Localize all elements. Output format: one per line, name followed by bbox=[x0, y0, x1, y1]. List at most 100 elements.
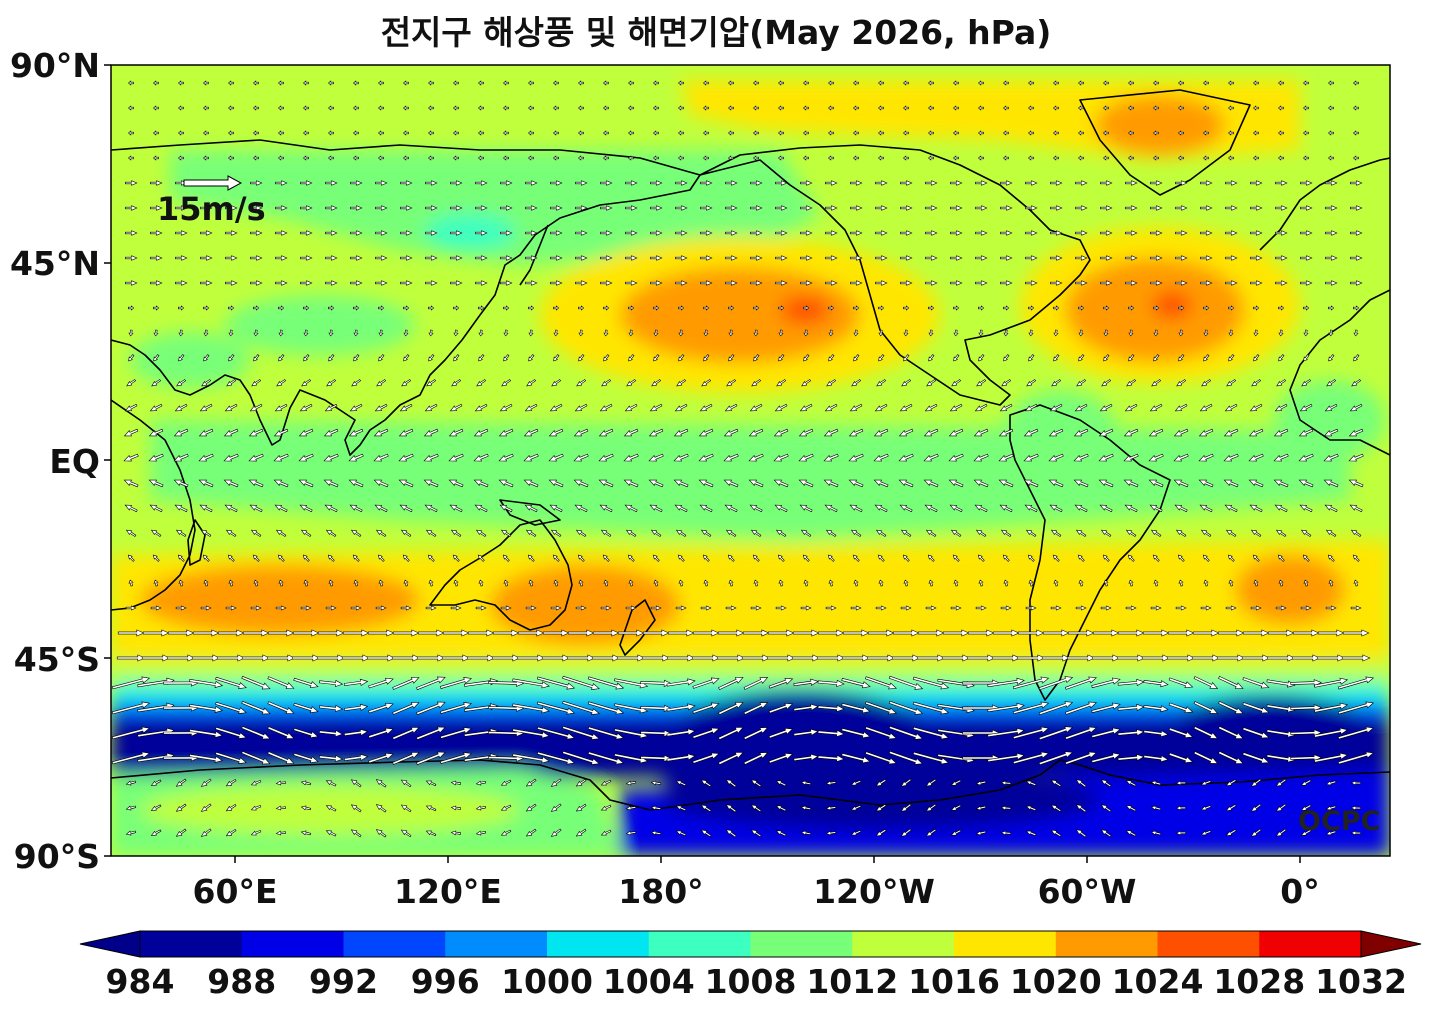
wind-arrow-icon bbox=[924, 504, 938, 513]
wind-arrow-icon bbox=[977, 554, 985, 562]
wind-arrow-icon bbox=[1225, 230, 1238, 236]
wind-arrow-icon bbox=[1166, 654, 1196, 662]
wind-arrow-icon bbox=[1128, 329, 1134, 337]
wind-arrow-icon bbox=[1168, 752, 1194, 764]
wind-arrow-icon bbox=[253, 329, 259, 337]
wind-arrow-icon bbox=[1091, 702, 1121, 714]
wind-arrow-icon bbox=[125, 205, 138, 211]
wind-arrow-icon bbox=[899, 504, 913, 513]
wind-arrow-icon bbox=[924, 180, 938, 186]
wind-arrow-icon bbox=[525, 605, 537, 611]
wind-arrow-icon bbox=[399, 180, 413, 186]
wind-arrow-icon bbox=[368, 752, 394, 764]
wind-arrow-icon bbox=[828, 579, 834, 587]
wind-arrow-icon bbox=[1278, 354, 1285, 362]
wind-arrow-icon bbox=[376, 379, 387, 387]
wind-arrow-icon bbox=[1303, 579, 1309, 587]
wind-arrow-icon bbox=[1116, 654, 1146, 662]
colorbar-tick-label: 1016 bbox=[908, 962, 1000, 1001]
wind-arrow-icon bbox=[1200, 180, 1213, 186]
wind-arrow-icon bbox=[987, 677, 1025, 688]
wind-arrow-icon bbox=[1023, 479, 1039, 488]
wind-arrow-icon bbox=[1337, 751, 1375, 765]
credit-label: OCPC bbox=[1298, 806, 1381, 837]
wind-arrow-icon bbox=[1025, 180, 1038, 186]
wind-arrow-icon bbox=[402, 554, 410, 562]
wind-arrow-icon bbox=[903, 80, 909, 86]
colorbar-under-extension bbox=[79, 930, 141, 958]
wind-arrow-icon bbox=[1250, 828, 1262, 837]
wind-arrow-icon bbox=[748, 479, 764, 488]
wind-arrow-icon bbox=[274, 230, 288, 236]
wind-arrow-icon bbox=[553, 155, 559, 161]
wind-arrow-icon bbox=[799, 230, 813, 236]
wind-arrow-icon bbox=[324, 255, 338, 261]
wind-arrow-icon bbox=[949, 504, 963, 513]
wind-arrow-icon bbox=[1123, 453, 1139, 462]
wind-arrow-icon bbox=[150, 280, 163, 286]
wind-arrow-icon bbox=[728, 80, 734, 86]
wind-arrow-icon bbox=[1300, 829, 1312, 836]
wind-arrow-icon bbox=[975, 780, 987, 786]
wind-arrow-icon bbox=[743, 752, 769, 765]
wind-arrow-icon bbox=[799, 403, 813, 412]
wind-arrow-icon bbox=[1042, 629, 1070, 637]
wind-arrow-icon bbox=[512, 703, 550, 714]
wind-arrow-icon bbox=[352, 554, 360, 562]
wind-arrow-icon bbox=[1075, 804, 1087, 813]
wind-arrow-icon bbox=[141, 654, 171, 662]
wind-arrow-icon bbox=[1198, 453, 1214, 462]
wind-arrow-icon bbox=[853, 130, 859, 136]
wind-arrow-icon bbox=[799, 255, 813, 261]
wind-arrow-icon bbox=[175, 803, 187, 812]
wind-arrow-icon bbox=[328, 105, 334, 111]
wind-arrow-icon bbox=[724, 180, 738, 186]
wind-arrow-icon bbox=[1100, 779, 1112, 788]
wind-arrow-icon bbox=[293, 677, 319, 689]
wind-arrow-icon bbox=[900, 803, 912, 812]
wind-arrow-icon bbox=[901, 379, 912, 387]
wind-arrow-icon bbox=[348, 453, 364, 462]
wind-arrow-icon bbox=[1323, 453, 1339, 462]
wind-arrow-icon bbox=[1175, 180, 1188, 186]
wind-arrow-icon bbox=[899, 230, 913, 236]
wind-arrow-icon bbox=[128, 329, 134, 337]
wind-arrow-icon bbox=[674, 403, 688, 412]
wind-arrow-icon bbox=[750, 529, 762, 537]
wind-arrow-icon bbox=[775, 780, 787, 787]
wind-arrow-icon bbox=[452, 305, 460, 311]
wind-arrow-icon bbox=[753, 130, 759, 136]
wind-arrow-icon bbox=[478, 155, 484, 161]
wind-arrow-icon bbox=[500, 829, 512, 836]
wind-arrow-icon bbox=[874, 205, 888, 211]
wind-arrow-icon bbox=[777, 554, 785, 562]
wind-arrow-icon bbox=[1178, 130, 1184, 136]
wind-arrow-icon bbox=[423, 479, 439, 488]
wind-arrow-icon bbox=[1191, 654, 1221, 662]
wind-arrow-icon bbox=[650, 780, 662, 786]
wind-arrow-icon bbox=[428, 354, 435, 362]
wind-arrow-icon bbox=[151, 379, 162, 387]
wind-arrow-icon bbox=[225, 255, 238, 261]
wind-arrow-icon bbox=[1225, 180, 1238, 186]
wind-arrow-icon bbox=[1216, 654, 1246, 662]
wind-arrow-icon bbox=[950, 779, 962, 786]
wind-arrow-icon bbox=[1078, 130, 1084, 136]
wind-arrow-icon bbox=[353, 155, 359, 161]
wind-arrow-icon bbox=[227, 554, 235, 562]
wind-arrow-icon bbox=[273, 453, 289, 462]
wind-arrow-icon bbox=[1150, 605, 1162, 611]
wind-arrow-icon bbox=[128, 105, 134, 111]
colorbar-tick-label: 992 bbox=[309, 962, 378, 1001]
wind-arrow-icon bbox=[1091, 654, 1121, 662]
wind-arrow-icon bbox=[124, 403, 138, 412]
wind-arrow-icon bbox=[203, 155, 209, 161]
wind-arrow-icon bbox=[374, 504, 388, 513]
wind-arrow-icon bbox=[1200, 605, 1212, 611]
wind-arrow-icon bbox=[1025, 205, 1038, 211]
wind-arrow-icon bbox=[1173, 479, 1189, 488]
wind-arrow-icon bbox=[953, 80, 959, 86]
wind-arrow-icon bbox=[1050, 804, 1062, 813]
wind-arrow-icon bbox=[743, 677, 769, 690]
wind-arrow-icon bbox=[878, 80, 884, 86]
